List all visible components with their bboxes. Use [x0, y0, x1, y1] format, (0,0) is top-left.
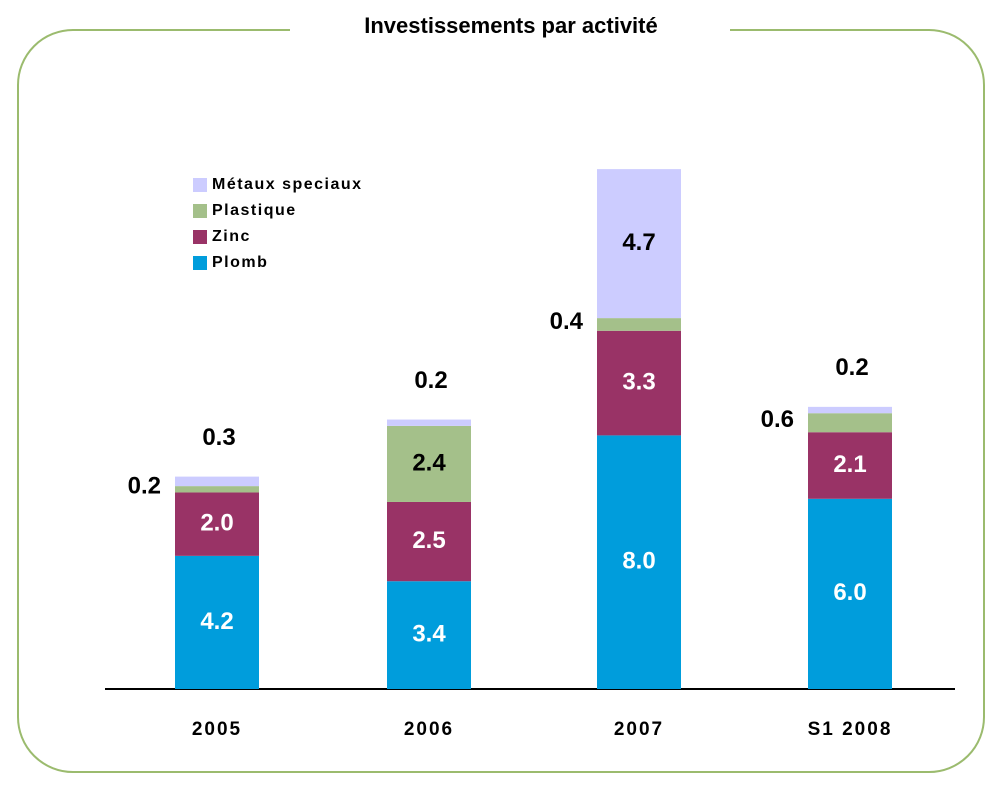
bar-segment — [387, 501, 471, 582]
data-label: 4.2 — [200, 608, 233, 635]
legend-swatch — [193, 256, 207, 270]
bar-segment — [597, 318, 681, 331]
legend-swatch — [193, 230, 207, 244]
data-label: 3.4 — [412, 620, 446, 647]
data-label: 0.2 — [414, 367, 447, 394]
bar-segment — [175, 555, 259, 689]
title-background — [290, 10, 730, 46]
legend-swatch — [193, 178, 207, 192]
data-label: 3.3 — [622, 368, 655, 395]
data-label: 0.3 — [202, 424, 235, 451]
data-label: 2.5 — [412, 527, 445, 554]
bar-segment — [808, 432, 892, 499]
data-label: 2.4 — [412, 449, 446, 476]
bar-segment — [387, 425, 471, 502]
bar-segment — [175, 486, 259, 493]
data-label: 6.0 — [833, 579, 866, 606]
data-label: 2.1 — [833, 451, 866, 478]
data-label: 0.2 — [128, 473, 161, 500]
bar-segment — [387, 581, 471, 689]
chart-title: Investissements par activité — [364, 13, 657, 38]
data-label: 0.2 — [835, 354, 868, 381]
bar-segment — [808, 498, 892, 689]
data-label: 0.6 — [761, 406, 794, 433]
bar-segment — [597, 330, 681, 436]
data-label: 8.0 — [622, 548, 655, 575]
bar-segment — [597, 435, 681, 689]
data-label: 4.7 — [622, 229, 655, 256]
x-tick-label: 2007 — [614, 719, 664, 740]
legend-swatch — [193, 204, 207, 218]
x-tick-label: 2005 — [192, 719, 242, 740]
legend-label: Zinc — [212, 228, 251, 245]
bar-segment — [808, 406, 892, 414]
data-label: 2.0 — [200, 510, 233, 537]
bar-segment — [597, 169, 681, 319]
x-tick-label: 2006 — [404, 719, 454, 740]
legend-label: Plastique — [212, 202, 297, 219]
bar-segment — [175, 476, 259, 487]
legend-label: Plomb — [212, 254, 268, 271]
data-label: 0.4 — [550, 308, 584, 335]
x-tick-label: S1 2008 — [808, 719, 893, 740]
bar-segment — [175, 492, 259, 556]
legend-label: Métaux speciaux — [212, 176, 363, 193]
bar-segment — [808, 413, 892, 433]
bar-segment — [387, 419, 471, 426]
